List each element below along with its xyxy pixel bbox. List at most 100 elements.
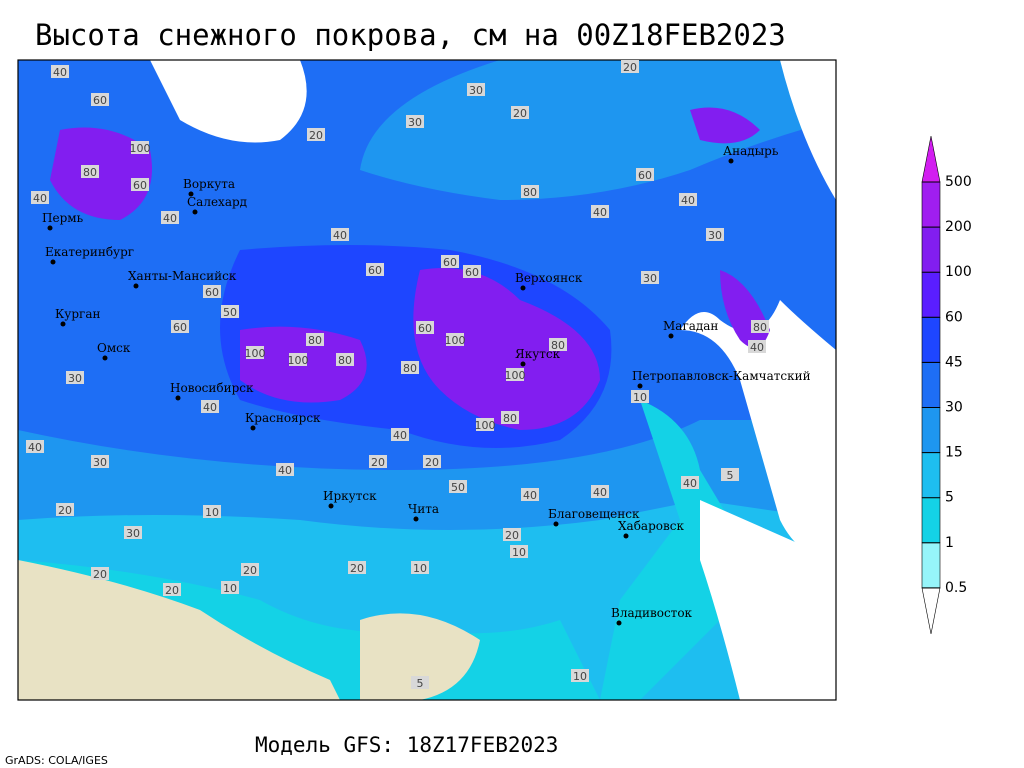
- contour-label-bg: [681, 476, 699, 489]
- contour-label: 40: [333, 229, 347, 242]
- contour-label-bg: [748, 340, 766, 353]
- contour-label: 100: [505, 369, 526, 382]
- contour-label: 50: [223, 306, 237, 319]
- bare-land: [18, 560, 340, 700]
- contour-label: 80: [753, 321, 767, 334]
- contour-label: 5: [727, 469, 734, 482]
- model-label: Модель GFS: 18Z17FEB2023: [255, 733, 558, 757]
- colorbar-segment: [921, 226, 941, 273]
- colorbar-segment: [921, 452, 941, 499]
- contour-label-bg: [56, 503, 74, 516]
- contour-label: 20: [505, 529, 519, 542]
- contour-label: 20: [93, 568, 107, 581]
- contour-label-bg: [51, 65, 69, 78]
- contour-label-bg: [636, 168, 654, 181]
- map-frame: [17, 59, 837, 701]
- contour-label-bg: [449, 480, 467, 493]
- colorbar-label: 500: [945, 174, 972, 190]
- contour-label-bg: [591, 205, 609, 218]
- sea: [150, 60, 307, 143]
- contour-label-bg: [366, 263, 384, 276]
- contour-label-bg: [26, 440, 44, 453]
- contour-label: 100: [475, 419, 496, 432]
- contour-label-bg: [501, 411, 519, 424]
- colorbar-segment: [921, 362, 941, 408]
- colorbar-label: 200: [945, 219, 972, 235]
- contour-label: 40: [393, 429, 407, 442]
- snow-field: [413, 268, 600, 430]
- city-marker: [50, 259, 56, 265]
- contour-label-bg: [706, 228, 724, 241]
- contour-label-bg: [411, 676, 429, 689]
- contour-label: 60: [93, 94, 107, 107]
- city-label: Верхоянск: [515, 271, 583, 285]
- colorbar-label: 60: [945, 309, 963, 325]
- contour-label-bg: [446, 333, 464, 346]
- contour-label-bg: [571, 669, 589, 682]
- colorbar-segment: [921, 497, 941, 544]
- contour-label: 10: [413, 562, 427, 575]
- contour-label-bg: [467, 83, 485, 96]
- contour-label-bg: [751, 320, 769, 333]
- contour-label: 20: [350, 562, 364, 575]
- snow-field: [690, 107, 760, 144]
- contour-label: 40: [33, 192, 47, 205]
- contour-label-bg: [91, 455, 109, 468]
- colorbar-segment: [921, 271, 941, 318]
- contour-label-bg: [641, 271, 659, 284]
- contour-label: 60: [133, 179, 147, 192]
- contour-label: 20: [513, 107, 527, 120]
- contour-label: 60: [638, 169, 652, 182]
- colorbar-label: 45: [945, 354, 963, 370]
- city-marker: [250, 425, 256, 431]
- contour-label: 20: [309, 129, 323, 142]
- city-label: Ханты-Мансийск: [128, 269, 237, 283]
- contour-label: 10: [205, 506, 219, 519]
- contour-label: 40: [523, 489, 537, 502]
- contour-label-bg: [246, 346, 264, 359]
- colorbar-label: 15: [945, 445, 963, 461]
- contour-label-bg: [81, 165, 99, 178]
- contour-label-bg: [131, 141, 149, 154]
- contour-label-bg: [131, 178, 149, 191]
- contour-label-bg: [331, 228, 349, 241]
- contour-label: 40: [593, 206, 607, 219]
- contour-label-bg: [241, 563, 259, 576]
- city-label: Пермь: [42, 211, 84, 225]
- contour-label-bg: [201, 400, 219, 413]
- contour-label-bg: [679, 193, 697, 206]
- city-marker: [616, 620, 622, 626]
- contour-label: 40: [28, 441, 42, 454]
- contour-label-bg: [369, 455, 387, 468]
- city-marker: [60, 321, 66, 327]
- contour-label-bg: [631, 390, 649, 403]
- contour-label-bg: [621, 60, 639, 73]
- contour-label: 80: [523, 186, 537, 199]
- contour-label-bg: [423, 455, 441, 468]
- contour-label: 60: [173, 321, 187, 334]
- colorbar-segment: [921, 181, 941, 228]
- contour-label-bg: [31, 191, 49, 204]
- contour-label: 40: [683, 477, 697, 490]
- colorbar-label: 1: [945, 535, 954, 551]
- contour-label-bg: [411, 561, 429, 574]
- contour-label: 100: [445, 334, 466, 347]
- contour-label-bg: [416, 321, 434, 334]
- city-label: Анадырь: [723, 144, 779, 158]
- city-marker: [328, 503, 334, 509]
- contour-label-bg: [91, 567, 109, 580]
- contour-label: 80: [338, 354, 352, 367]
- city-label: Салехард: [187, 195, 247, 209]
- contour-label-bg: [91, 93, 109, 106]
- contour-label-bg: [401, 361, 419, 374]
- contour-label: 10: [512, 546, 526, 559]
- contour-label: 60: [368, 264, 382, 277]
- city-label: Якутск: [515, 347, 561, 361]
- city-label: Хабаровск: [618, 519, 684, 533]
- contour-label-bg: [511, 106, 529, 119]
- contour-label: 60: [443, 256, 457, 269]
- city-label: Благовещенск: [548, 507, 640, 521]
- city-label: Курган: [55, 307, 100, 321]
- city-marker: [188, 191, 194, 197]
